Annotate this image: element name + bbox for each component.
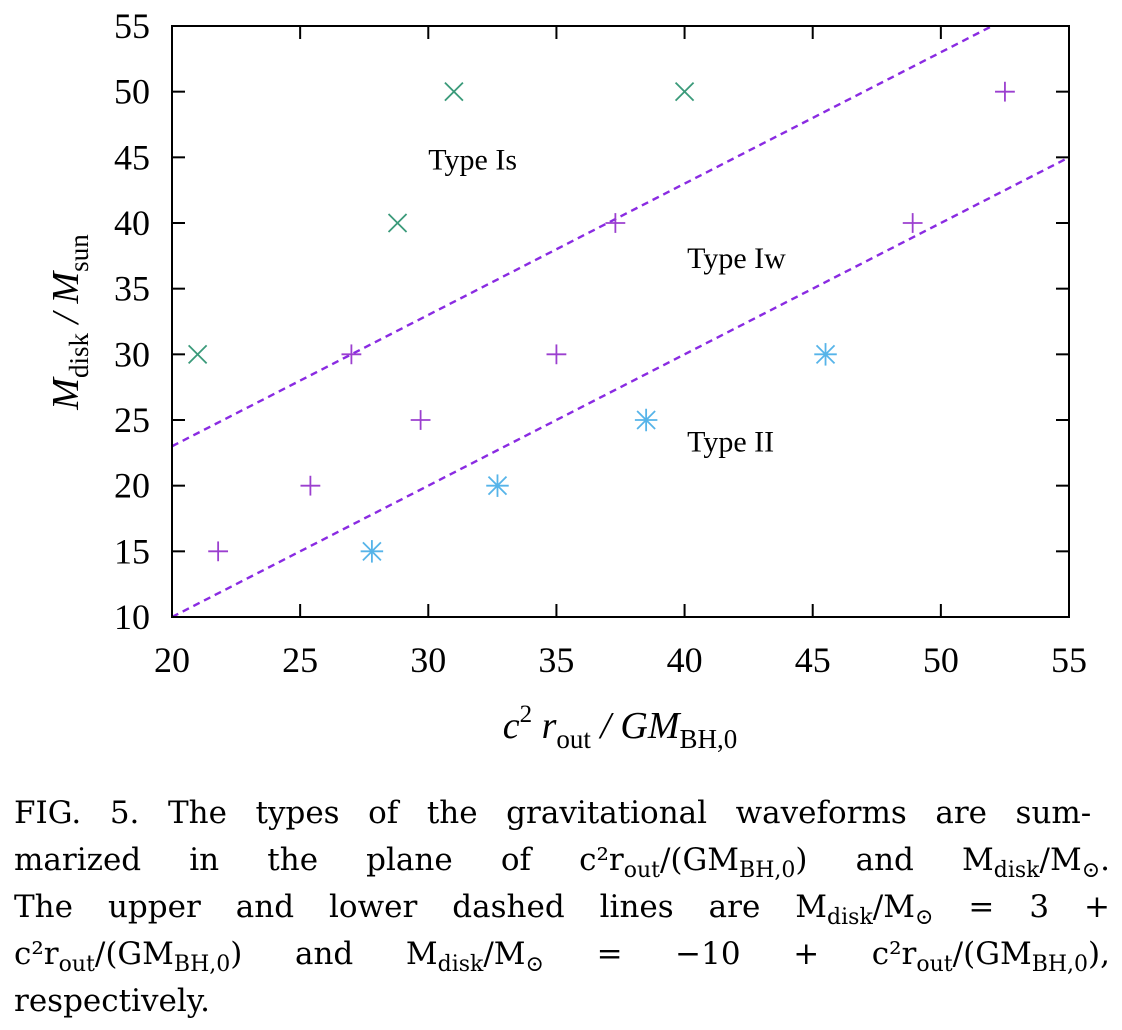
point-star [360, 540, 384, 563]
caption-segment: /M [483, 936, 526, 972]
point-x [674, 82, 695, 102]
x-tick-label: 55 [1051, 640, 1087, 680]
point-x [444, 82, 464, 102]
point-star [486, 474, 509, 497]
y-axis-label-mid: / M [45, 269, 87, 333]
point-plus [300, 475, 321, 496]
caption-segment: disk [993, 858, 1040, 884]
x-tick-label: 45 [795, 640, 831, 680]
region-label: Type II [687, 426, 774, 459]
region-label: Type Iw [687, 242, 786, 275]
y-tick-label: 55 [114, 6, 150, 46]
y-tick-label: 30 [114, 334, 150, 374]
region-label: Type Is [428, 143, 517, 176]
caption-segment: out [916, 952, 953, 978]
y-tick-label: 25 [114, 400, 150, 440]
caption-segment: ⊙ [525, 952, 544, 978]
caption-segment: . [1100, 842, 1110, 878]
caption-segment: /(GM [659, 842, 740, 878]
caption-segment: ⊙ [1081, 858, 1101, 884]
x-axis-label-sub2: BH,0 [680, 724, 738, 754]
y-tick-label: 35 [114, 269, 150, 309]
caption-segment: c²r [14, 936, 59, 972]
caption-segment: = 3 + [933, 889, 1111, 925]
dashed-line-lower [172, 156, 1069, 617]
point-plus [995, 81, 1015, 102]
y-tick-label: 50 [114, 72, 150, 112]
point-plus [605, 213, 626, 233]
x-tick-label: 20 [154, 640, 190, 680]
point-plus [341, 344, 362, 365]
point-plus [208, 541, 229, 562]
caption-segment: marized in the plane of [14, 842, 580, 878]
caption-segment: BH,0 [1031, 952, 1089, 978]
x-axis-label: c2 rout / GMBH,0 [503, 701, 738, 754]
x-tick-label: 30 [410, 640, 446, 680]
y-axis-label-m: M [45, 376, 87, 411]
caption-segment: ) and M [795, 842, 994, 878]
point-x [387, 213, 408, 233]
y-tick-label: 40 [114, 203, 150, 243]
y-axis-label: Mdisk / Msun [45, 234, 94, 411]
y-tick-label: 10 [114, 597, 150, 637]
caption-segment: /M [1039, 842, 1082, 878]
point-star [634, 408, 658, 432]
caption-line: marized in the plane of c²rout/(GMBH,0) … [14, 837, 1110, 884]
caption-segment: BH,0 [173, 952, 231, 978]
caption-segment: disk [437, 952, 484, 978]
caption-segment: /M [872, 889, 915, 925]
caption-segment: disk [827, 905, 873, 931]
point-plus [902, 213, 923, 233]
x-axis-label-rest: / GM [591, 705, 682, 747]
x-tick-label: 35 [538, 640, 574, 680]
x-tick-label: 40 [667, 640, 703, 680]
caption-line: FIG. 5. The types of the gravitational w… [14, 790, 1110, 837]
x-axis-label-r: r [532, 705, 557, 747]
x-tick-label: 50 [923, 640, 959, 680]
caption-segment: = −10 + c²r [543, 936, 917, 972]
plot-frame [171, 25, 1070, 618]
caption-segment: BH,0 [739, 858, 796, 884]
x-axis-label-sup: 2 [520, 701, 533, 728]
caption-line: The upper and lower dashed lines are Mdi… [14, 884, 1110, 931]
y-tick-label: 15 [114, 531, 150, 571]
x-axis-label-sub: out [556, 724, 591, 754]
caption-line: respectively. [14, 978, 1110, 1025]
point-plus [410, 410, 431, 430]
caption-segment: ), [1088, 936, 1110, 972]
caption-segment: out [623, 858, 660, 884]
x-tick-label: 25 [282, 640, 318, 680]
caption-segment: FIG. 5. The types of the gravitational w… [14, 795, 1092, 831]
y-axis-label-sub: disk [64, 333, 94, 379]
caption-segment: ⊙ [914, 905, 934, 931]
caption-segment: /(GM [952, 936, 1032, 972]
caption-segment: respectively. [14, 983, 211, 1019]
caption-line: c²rout/(GMBH,0) and Mdisk/M⊙ = −10 + c²r… [14, 931, 1110, 978]
point-x [187, 344, 208, 364]
caption-segment: out [58, 952, 95, 978]
y-tick-label: 45 [114, 137, 150, 177]
y-axis-label-sub2: sun [64, 234, 94, 272]
y-tick-label: 20 [114, 466, 150, 506]
caption-segment: ) and M [230, 936, 438, 972]
caption-segment: The upper and lower dashed lines are M [14, 889, 828, 925]
point-star [814, 343, 837, 366]
caption-segment: /(GM [94, 936, 174, 972]
figure-caption: FIG. 5. The types of the gravitational w… [14, 790, 1110, 1025]
caption-segment: c²r [579, 842, 624, 878]
scatter-chart: 20 25 30 35 40 45 50 55 10 15 20 25 30 35 40 45 50 55 Typ… [45, 6, 1087, 754]
x-axis-label-c: c [503, 705, 520, 747]
point-plus [546, 344, 567, 365]
